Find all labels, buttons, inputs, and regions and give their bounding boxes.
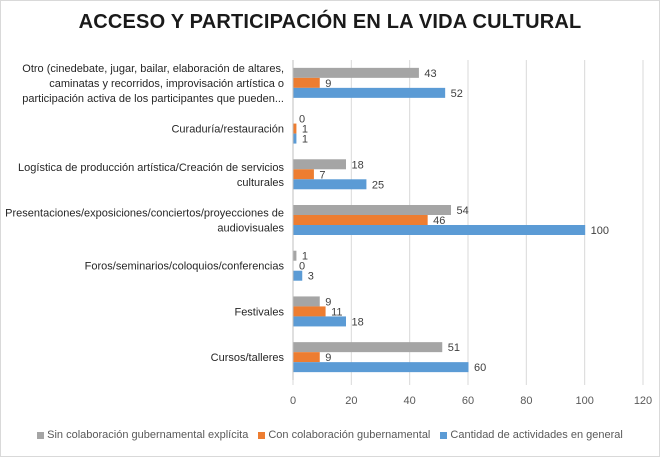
- bar-0: [293, 250, 297, 261]
- bar-0: [293, 296, 320, 307]
- bar-1: [293, 306, 326, 317]
- data-label: 1: [302, 134, 308, 146]
- bar-2: [293, 362, 469, 373]
- data-label: 9: [325, 296, 331, 308]
- legend: Sin colaboración gubernamental explícita…: [0, 429, 660, 441]
- bar-2: [293, 133, 297, 144]
- bar-1: [293, 352, 320, 363]
- data-label: 18: [352, 159, 364, 171]
- data-label: 3: [308, 271, 314, 283]
- data-label: 11: [331, 306, 342, 318]
- bar-1: [293, 169, 314, 180]
- category-label: Festivales: [234, 306, 284, 318]
- data-label: 0: [299, 114, 305, 126]
- legend-label: Con colaboración gubernamental: [268, 429, 431, 441]
- bar-0: [293, 205, 451, 215]
- category-label: caminatas y recorridos, improvisación ar…: [49, 78, 284, 90]
- x-tick-label: 100: [575, 395, 593, 407]
- bar-2: [293, 179, 367, 190]
- x-tick-label: 0: [290, 395, 296, 407]
- data-label: 43: [424, 68, 436, 80]
- data-label: 1: [302, 124, 308, 136]
- bar-2: [293, 270, 303, 281]
- x-tick-label: 120: [634, 395, 652, 407]
- bar-0: [293, 159, 346, 170]
- data-label: 1: [302, 251, 308, 263]
- category-label: Logística de producción artística/Creaci…: [18, 162, 284, 174]
- category-label: Presentaciones/exposiciones/conciertos/p…: [5, 208, 284, 220]
- category-label: audiovisuales: [217, 223, 284, 235]
- legend-item: Sin colaboración gubernamental explícita: [37, 429, 248, 441]
- bar-2: [293, 316, 346, 327]
- data-label: 51: [448, 342, 460, 354]
- data-label: 7: [319, 169, 325, 181]
- category-label: Foros/seminarios/coloquios/conferencias: [85, 261, 285, 273]
- legend-swatch: [37, 431, 45, 439]
- bar-2: [293, 225, 586, 235]
- legend-swatch: [440, 431, 448, 439]
- category-label: Otro (cinedebate, jugar, bailar, elabora…: [22, 63, 284, 75]
- data-label: 9: [325, 78, 331, 90]
- bar-1: [293, 77, 320, 88]
- category-label: participación activa de los participante…: [22, 93, 284, 105]
- x-tick-label: 20: [345, 395, 357, 407]
- category-label: culturales: [237, 177, 285, 189]
- data-label: 54: [457, 205, 469, 217]
- data-label: 100: [591, 225, 609, 237]
- data-label: 52: [451, 88, 463, 100]
- data-label: 9: [325, 352, 331, 364]
- data-label: 46: [433, 215, 445, 227]
- legend-item: Con colaboración gubernamental: [258, 429, 430, 441]
- category-label: Curaduría/restauración: [171, 124, 284, 136]
- legend-swatch: [258, 431, 266, 439]
- x-tick-label: 60: [462, 395, 474, 407]
- bar-2: [293, 87, 446, 98]
- data-label: 18: [352, 316, 364, 328]
- chart-title: ACCESO Y PARTICIPACIÓN EN LA VIDA CULTUR…: [78, 11, 582, 33]
- legend-label: Sin colaboración gubernamental explícita: [47, 429, 249, 441]
- x-tick-label: 40: [404, 395, 416, 407]
- bar-1: [293, 123, 297, 134]
- data-label: 60: [474, 362, 486, 374]
- x-tick-label: 80: [520, 395, 532, 407]
- bar-0: [293, 342, 443, 353]
- bar-0: [293, 67, 419, 78]
- data-label: 0: [299, 261, 305, 273]
- bar-1: [293, 215, 428, 225]
- data-label: 25: [372, 179, 384, 191]
- legend-label: Cantidad de actividades en general: [450, 429, 623, 441]
- legend-item: Cantidad de actividades en general: [440, 429, 623, 441]
- category-label: Cursos/talleres: [211, 352, 285, 364]
